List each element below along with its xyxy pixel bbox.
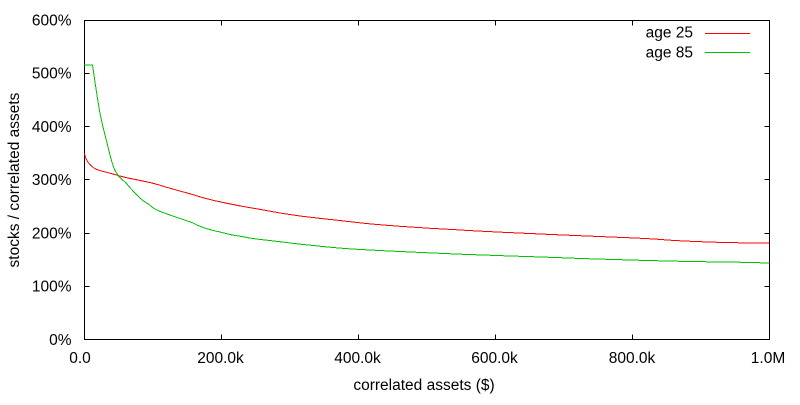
svg-text:300%: 300% (32, 172, 72, 189)
svg-text:400.0k: 400.0k (334, 350, 381, 367)
svg-text:stocks / correlated assets: stocks / correlated assets (6, 92, 23, 267)
svg-text:age 25: age 25 (646, 25, 693, 42)
svg-text:500%: 500% (32, 66, 72, 83)
svg-text:0%: 0% (49, 332, 72, 349)
svg-text:200.0k: 200.0k (197, 350, 244, 367)
svg-text:400%: 400% (32, 119, 72, 136)
svg-text:600.0k: 600.0k (471, 350, 518, 367)
svg-text:800.0k: 800.0k (609, 350, 656, 367)
svg-text:correlated assets ($): correlated assets ($) (353, 377, 494, 394)
svg-text:600%: 600% (32, 12, 72, 29)
svg-text:1.0M: 1.0M (751, 350, 785, 367)
svg-text:age 85: age 85 (646, 45, 693, 62)
svg-text:0.0: 0.0 (69, 350, 91, 367)
svg-text:100%: 100% (32, 279, 72, 296)
svg-text:200%: 200% (32, 225, 72, 242)
